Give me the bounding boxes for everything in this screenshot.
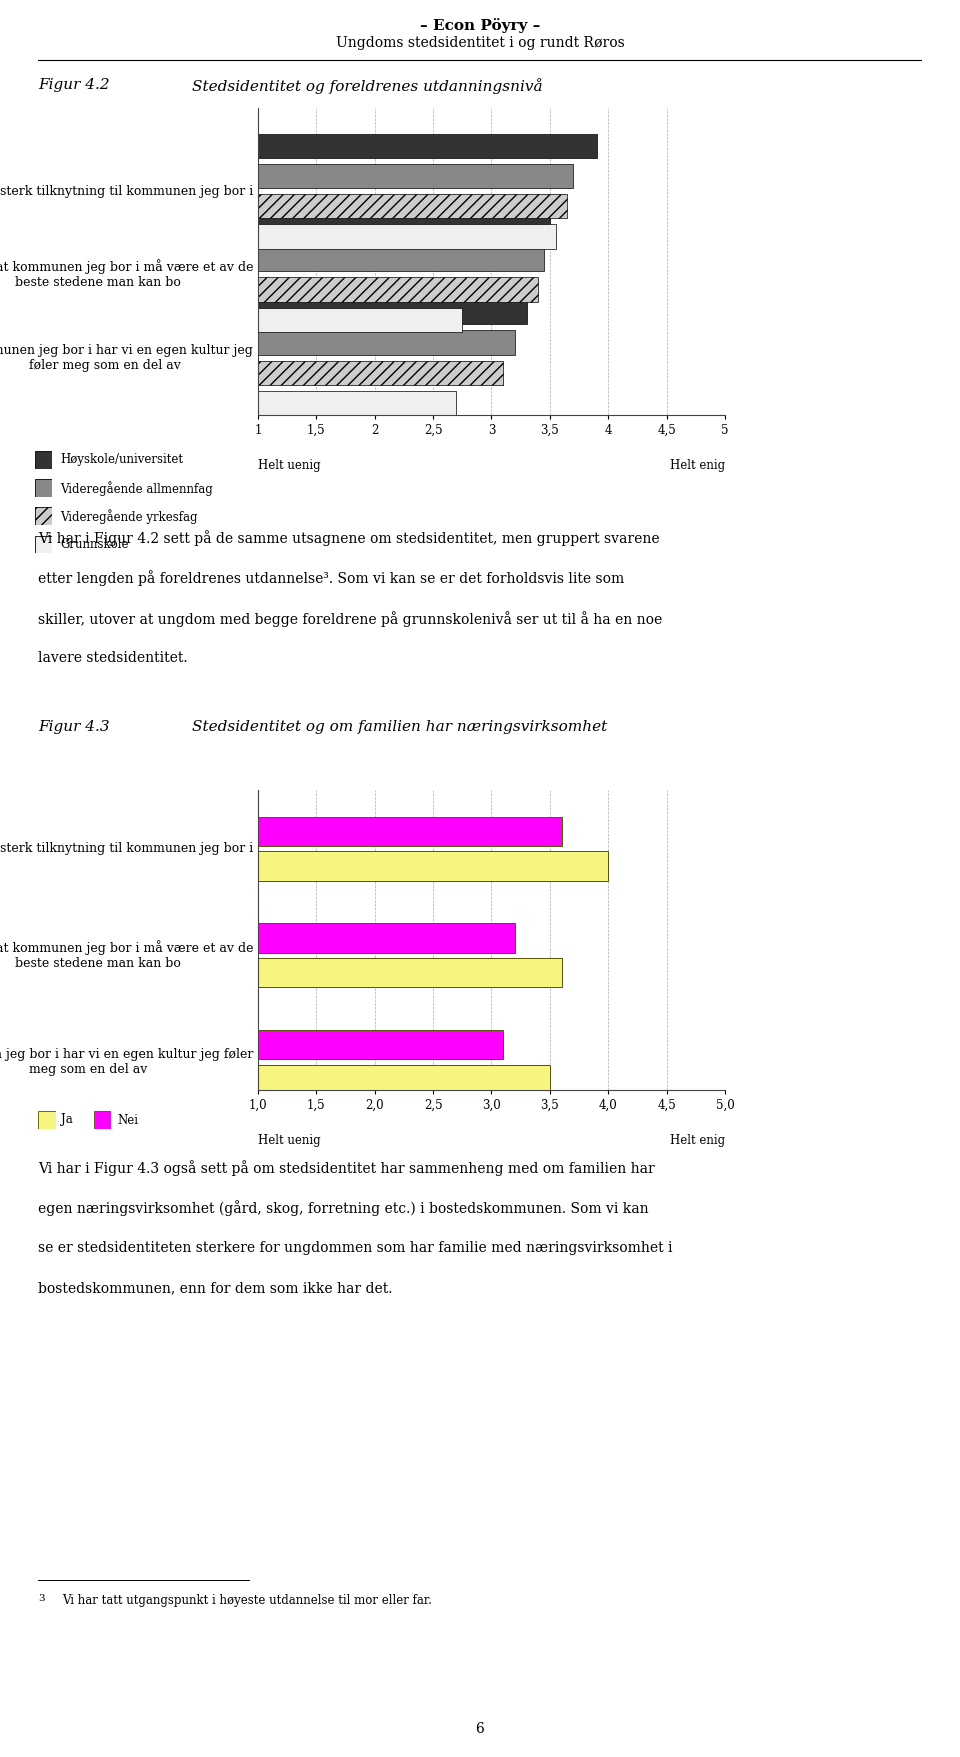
- Bar: [258, 307, 463, 332]
- Bar: [258, 300, 526, 325]
- Text: lavere stedsidentitet.: lavere stedsidentitet.: [38, 652, 188, 666]
- Text: Ja: Ja: [61, 1114, 73, 1126]
- Text: Videregående yrkesfag: Videregående yrkesfag: [60, 510, 198, 524]
- Bar: [258, 195, 567, 218]
- Text: Stedsidentitet og om familien har næringsvirksomhet: Stedsidentitet og om familien har næring…: [192, 720, 608, 734]
- Text: 6: 6: [475, 1722, 485, 1736]
- Bar: [258, 360, 503, 385]
- Text: Jeg føler sterk tilknytning til kommunen jeg bor i: Jeg føler sterk tilknytning til kommunen…: [0, 842, 253, 856]
- Bar: [258, 225, 556, 249]
- Text: skiller, utover at ungdom med begge foreldrene på grunnskolenivå ser ut til å ha: skiller, utover at ungdom med begge fore…: [38, 611, 662, 627]
- Bar: [258, 278, 539, 302]
- Bar: [258, 134, 596, 158]
- Text: Helt enig: Helt enig: [670, 459, 725, 473]
- Text: Figur 4.2: Figur 4.2: [38, 77, 110, 91]
- Bar: [258, 248, 544, 271]
- Bar: [258, 817, 562, 847]
- Text: Jeg tror at kommunen jeg bor i må være et av de
beste stedene man kan bo: Jeg tror at kommunen jeg bor i må være e…: [0, 940, 253, 970]
- Text: egen næringsvirksomhet (gård, skog, forretning etc.) i bostedskommunen. Som vi k: egen næringsvirksomhet (gård, skog, forr…: [38, 1200, 649, 1216]
- Text: se er stedsidentiteten sterkere for ungdommen som har familie med næringsvirksom: se er stedsidentiteten sterkere for ungd…: [38, 1240, 673, 1254]
- Text: Helt uenig: Helt uenig: [258, 459, 321, 473]
- Text: Vi har i Figur 4.3 også sett på om stedsidentitet har sammenheng med om familien: Vi har i Figur 4.3 også sett på om steds…: [38, 1160, 655, 1175]
- Text: Helt enig: Helt enig: [670, 1133, 725, 1147]
- Text: Vi har tatt utgangspunkt i høyeste utdannelse til mor eller far.: Vi har tatt utgangspunkt i høyeste utdan…: [62, 1594, 432, 1606]
- Bar: [258, 852, 609, 880]
- Bar: [258, 390, 456, 415]
- Text: I kommunen jeg bor i har vi en egen kultur jeg føler
meg som en del av: I kommunen jeg bor i har vi en egen kult…: [0, 1047, 253, 1075]
- Text: etter lengden på foreldrenes utdannelse³. Som vi kan se er det forholdsvis lite : etter lengden på foreldrenes utdannelse³…: [38, 571, 625, 587]
- Text: Høyskole/universitet: Høyskole/universitet: [60, 453, 183, 467]
- Text: Vi har i Figur 4.2 sett på de samme utsagnene om stedsidentitet, men gruppert sv: Vi har i Figur 4.2 sett på de samme utsa…: [38, 531, 660, 546]
- Text: Jeg føler sterk tilknytning til kommunen jeg bor i: Jeg føler sterk tilknytning til kommunen…: [0, 184, 253, 199]
- Text: I kommunen jeg bor i har vi en egen kultur jeg
føler meg som en del av: I kommunen jeg bor i har vi en egen kult…: [0, 344, 253, 371]
- Bar: [258, 216, 550, 241]
- Text: Stedsidentitet og foreldrenes utdanningsnivå: Stedsidentitet og foreldrenes utdannings…: [192, 77, 542, 93]
- Bar: [258, 1065, 550, 1095]
- Bar: [258, 330, 515, 355]
- Bar: [258, 1030, 503, 1059]
- Text: Nei: Nei: [117, 1114, 138, 1126]
- Text: Figur 4.3: Figur 4.3: [38, 720, 110, 734]
- Text: Videregående allmennfag: Videregående allmennfag: [60, 481, 213, 495]
- Text: Grunnskole: Grunnskole: [60, 538, 129, 552]
- Text: Ungdoms stedsidentitet i og rundt Røros: Ungdoms stedsidentitet i og rundt Røros: [336, 35, 624, 49]
- Bar: [258, 924, 515, 952]
- Text: bostedskommunen, enn for dem som ikke har det.: bostedskommunen, enn for dem som ikke ha…: [38, 1281, 393, 1295]
- Text: Jeg tror at kommunen jeg bor i må være et av de
beste stedene man kan bo: Jeg tror at kommunen jeg bor i må være e…: [0, 260, 253, 290]
- Text: Helt uenig: Helt uenig: [258, 1133, 321, 1147]
- Bar: [258, 163, 573, 188]
- Bar: [258, 958, 562, 987]
- Text: 3: 3: [38, 1594, 45, 1602]
- Text: – Econ Pöyry –: – Econ Pöyry –: [420, 18, 540, 33]
